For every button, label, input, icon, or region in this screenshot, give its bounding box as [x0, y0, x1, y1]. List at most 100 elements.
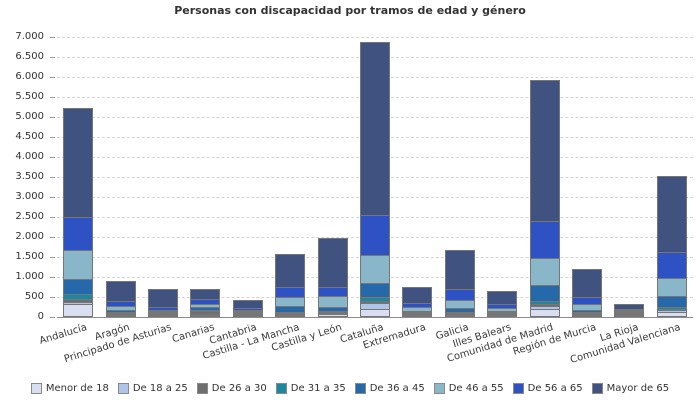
y-tick-label: 2.500	[15, 211, 44, 222]
segment-menor-de-18	[275, 314, 306, 317]
y-tick-mark	[50, 37, 55, 38]
segment-de-56-a-65	[656, 251, 687, 280]
segment-menor-de-18	[614, 315, 645, 317]
y-tick-mark	[50, 277, 55, 278]
legend-item-menor-de-18: Menor de 18	[30, 383, 109, 394]
y-tick-label: 3.500	[15, 171, 44, 182]
segment-mayor-de-65	[360, 42, 390, 216]
segment-de-46-a-55	[529, 258, 560, 287]
segment-menor-de-18	[487, 315, 518, 317]
segment-mayor-de-65	[572, 269, 602, 298]
legend-label: De 56 a 65	[527, 383, 583, 394]
segment-menor-de-18	[572, 315, 602, 317]
segment-menor-de-18	[360, 308, 390, 317]
y-tick-mark	[50, 317, 55, 318]
bar-cantabria	[232, 300, 263, 317]
bar-comunidad-de-madrid	[529, 80, 560, 317]
legend-item-de-26-a-30: De 26 a 30	[196, 383, 267, 394]
legend-label: De 31 a 35	[290, 383, 346, 394]
legend-item-de-36-a-45: De 36 a 45	[354, 383, 425, 394]
bar-region-de-murcia	[572, 269, 602, 317]
legend-label: De 36 a 45	[369, 383, 425, 394]
segment-de-56-a-65	[529, 220, 560, 260]
segment-mayor-de-65	[487, 291, 518, 305]
segment-menor-de-18	[317, 314, 348, 317]
legend-swatch-icon	[354, 383, 366, 394]
y-tick-mark	[50, 137, 55, 138]
y-tick-label: 2.000	[15, 231, 44, 242]
y-tick-mark	[50, 57, 55, 58]
segment-menor-de-18	[63, 303, 94, 317]
segment-menor-de-18	[105, 315, 136, 317]
legend-swatch-icon	[117, 383, 129, 394]
segment-mayor-de-65	[656, 175, 687, 253]
legend-label: De 26 a 30	[211, 383, 267, 394]
legend-item-de-31-a-35: De 31 a 35	[275, 383, 346, 394]
legend-label: De 46 a 55	[448, 383, 504, 394]
legend-swatch-icon	[275, 383, 287, 394]
bar-castilla-y-leon	[317, 238, 348, 317]
legend-swatch-icon	[433, 383, 445, 394]
y-tick-label: 6.500	[15, 51, 44, 62]
y-tick-label: 4.500	[15, 131, 44, 142]
bar-illes-balears	[487, 291, 518, 317]
bar-la-rioja	[614, 304, 645, 317]
chart-title: Personas con discapacidad por tramos de …	[174, 4, 526, 17]
y-tick-label: 4.000	[15, 151, 44, 162]
legend-swatch-icon	[512, 383, 524, 394]
segment-de-56-a-65	[63, 216, 94, 251]
y-tick-label: 3.000	[15, 191, 44, 202]
segment-mayor-de-65	[105, 281, 136, 303]
legend-label: Mayor de 65	[606, 383, 670, 394]
legend-item-de-46-a-55: De 46 a 55	[433, 383, 504, 394]
segment-de-36-a-45	[529, 285, 560, 303]
y-tick-mark	[50, 237, 55, 238]
segment-mayor-de-65	[402, 287, 433, 304]
bar-aragon	[105, 281, 136, 317]
segment-menor-de-18	[529, 308, 560, 317]
bar-cataluna	[360, 42, 390, 317]
bar-comunidad-valenciana	[656, 175, 687, 317]
segment-mayor-de-65	[444, 249, 475, 291]
segment-menor-de-18	[656, 311, 687, 317]
y-tick-label: 1.000	[15, 271, 44, 282]
gridline	[57, 37, 693, 38]
bar-andalucia	[63, 108, 94, 317]
bar-castilla-la-mancha	[275, 254, 306, 317]
y-tick-label: 1.500	[15, 251, 44, 262]
y-tick-label: 500	[24, 291, 44, 302]
y-tick-label: 7.000	[15, 31, 44, 42]
plot-area	[57, 37, 693, 318]
segment-mayor-de-65	[529, 80, 560, 222]
segment-mayor-de-65	[63, 108, 94, 218]
y-tick-label: 5.500	[15, 91, 44, 102]
segment-de-36-a-45	[63, 279, 94, 295]
bar-galicia	[444, 249, 475, 317]
legend-item-de-56-a-65: De 56 a 65	[512, 383, 583, 394]
legend-label: Menor de 18	[45, 383, 109, 394]
segment-menor-de-18	[444, 315, 475, 317]
x-label-andalucia: Andalucía	[38, 322, 89, 347]
y-tick-mark	[50, 77, 55, 78]
segment-de-46-a-55	[63, 249, 94, 281]
segment-mayor-de-65	[317, 238, 348, 289]
legend-swatch-icon	[196, 383, 208, 394]
y-tick-mark	[50, 257, 55, 258]
y-tick-mark	[50, 117, 55, 118]
y-tick-mark	[50, 217, 55, 218]
y-tick-label: 0	[37, 311, 44, 322]
x-label-canarias: Canarias	[170, 322, 216, 346]
segment-mayor-de-65	[148, 289, 178, 309]
legend-label: De 18 a 25	[132, 383, 188, 394]
y-tick-mark	[50, 197, 55, 198]
y-tick-mark	[50, 177, 55, 178]
segment-menor-de-18	[232, 315, 263, 317]
y-tick-mark	[50, 97, 55, 98]
segment-menor-de-18	[190, 315, 221, 317]
y-tick-label: 5.000	[15, 111, 44, 122]
legend: Menor de 18 De 18 a 25 De 26 a 30 De 31 a 3…	[0, 383, 700, 394]
legend-swatch-icon	[591, 383, 603, 394]
segment-mayor-de-65	[275, 254, 306, 288]
y-tick-mark	[50, 157, 55, 158]
